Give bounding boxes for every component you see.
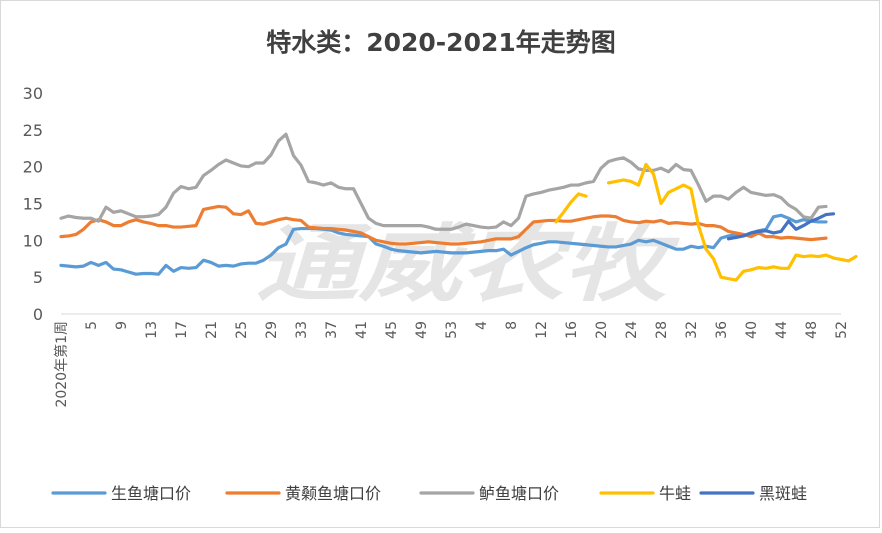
watermark-text: 通威农牧 <box>256 215 681 313</box>
series-lines <box>59 132 858 282</box>
x-tick-label: 44 <box>774 321 790 339</box>
series-line-2 <box>59 132 828 231</box>
x-tick-label: 13 <box>144 321 160 339</box>
x-tick-label: 2020年第1周 <box>53 321 70 408</box>
x-tick-label: 41 <box>354 321 370 339</box>
y-tick-label: 15 <box>23 195 43 214</box>
x-tick-label: 48 <box>804 321 820 339</box>
x-tick-label: 21 <box>204 321 220 339</box>
y-tick-label: 0 <box>33 305 43 324</box>
x-tick-label: 33 <box>294 321 310 339</box>
x-axis-tick-labels: 2020年第1周 5 9 13 17 21 25 29 33 37 41 45 49 53 4 8 12 16 20… <box>53 321 850 408</box>
x-tick-label: 4 <box>474 321 490 330</box>
x-tick-label: 45 <box>384 321 400 339</box>
x-tick-label: 53 <box>444 321 460 339</box>
x-tick-label: 16 <box>564 321 580 339</box>
x-tick-label: 49 <box>414 321 430 339</box>
x-tick-label: 32 <box>684 321 700 339</box>
x-tick-label: 20 <box>594 321 610 339</box>
x-tick-label: 29 <box>264 321 280 339</box>
legend-label-2: 鲈鱼塘口价 <box>479 484 559 503</box>
y-tick-label: 10 <box>23 231 43 250</box>
series-line-0 <box>59 213 828 276</box>
x-tick-label: 40 <box>744 321 760 339</box>
legend-label-0: 生鱼塘口价 <box>111 484 191 503</box>
x-tick-label: 25 <box>234 321 250 339</box>
x-tick-label: 17 <box>174 321 190 339</box>
legend: 生鱼塘口价 黄颡鱼塘口价 鲈鱼塘口价 牛蛙 黑斑蛙 <box>51 484 807 503</box>
x-tick-label: 36 <box>714 321 730 339</box>
x-tick-label: 37 <box>324 321 340 339</box>
x-tick-label: 28 <box>654 321 670 339</box>
x-tick-label: 9 <box>114 321 130 330</box>
x-tick-label: 8 <box>504 321 520 330</box>
y-tick-label: 25 <box>23 121 43 140</box>
series-line-3 <box>554 162 858 282</box>
legend-label-1: 黄颡鱼塘口价 <box>285 484 381 503</box>
x-tick-label: 24 <box>624 321 640 339</box>
y-axis-tick-labels: 0 5 10 15 20 25 30 <box>23 84 43 324</box>
chart-title: 特水类：2020-2021年走势图 <box>266 28 616 57</box>
x-tick-label: 12 <box>534 321 550 339</box>
y-tick-label: 5 <box>33 268 43 287</box>
y-tick-label: 30 <box>23 84 43 103</box>
y-tick-label: 20 <box>23 158 43 177</box>
legend-label-3: 牛蛙 <box>659 484 691 503</box>
x-tick-label: 5 <box>84 321 100 330</box>
series-line-4 <box>726 212 836 241</box>
legend-label-4: 黑斑蛙 <box>759 484 807 503</box>
x-tick-label: 52 <box>834 321 850 339</box>
